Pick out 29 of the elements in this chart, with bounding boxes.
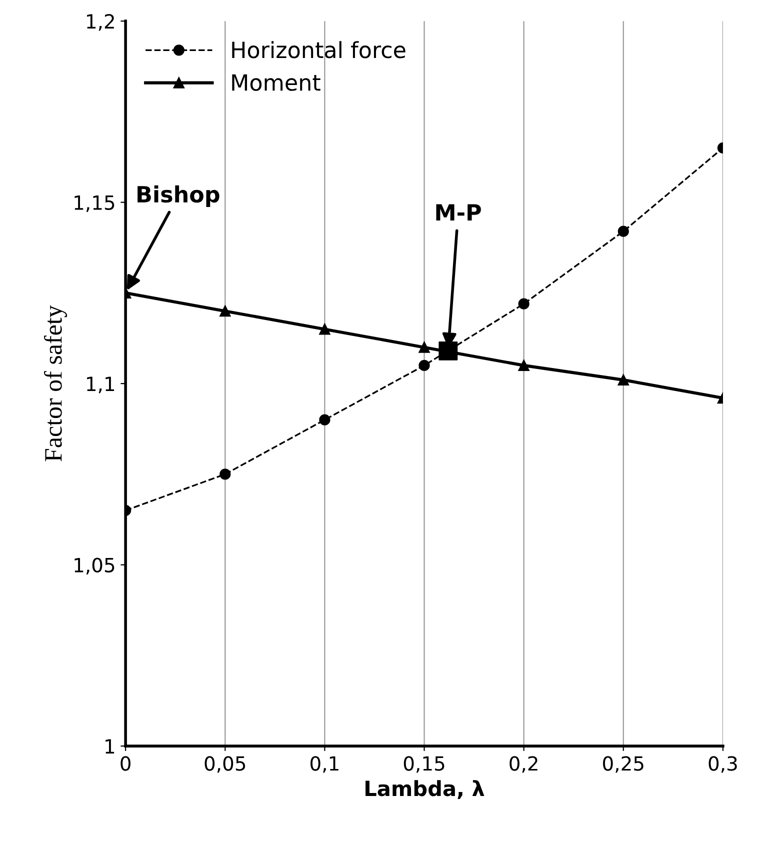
x-tick-label: 0,15 [404,756,444,773]
x-tick-label: 0,1 [310,756,338,773]
point [618,374,629,386]
x-tick-label: 0,05 [204,756,246,773]
x-tick-label: 0,25 [603,756,644,773]
point [220,306,231,317]
y-tick-label: 1,1 [87,376,114,394]
point [319,324,330,335]
legend-label: Horizontal force [232,41,406,58]
y-tick-label: 1,2 [87,14,114,31]
legend-label: Moment [232,74,320,91]
point [220,468,231,480]
y-axis-title: Factor of safety [44,305,67,462]
y-tick-label: 1,15 [74,196,114,212]
x-tick-label: 0 [120,756,130,771]
y-tick-label: 1 [106,739,114,754]
annotation: Bishop [138,185,220,207]
point [438,341,458,360]
point [418,360,430,371]
point [518,298,530,310]
annotation: M-P [436,204,481,220]
point [319,414,330,426]
x-tick-label: 0,2 [510,756,538,773]
point [518,360,530,371]
y-tick-label: 1,05 [74,558,114,574]
x-tick-label: 0,3 [708,756,737,773]
point [418,342,430,353]
point [618,226,629,237]
x-axis-title: Lambda, λ [366,780,484,799]
